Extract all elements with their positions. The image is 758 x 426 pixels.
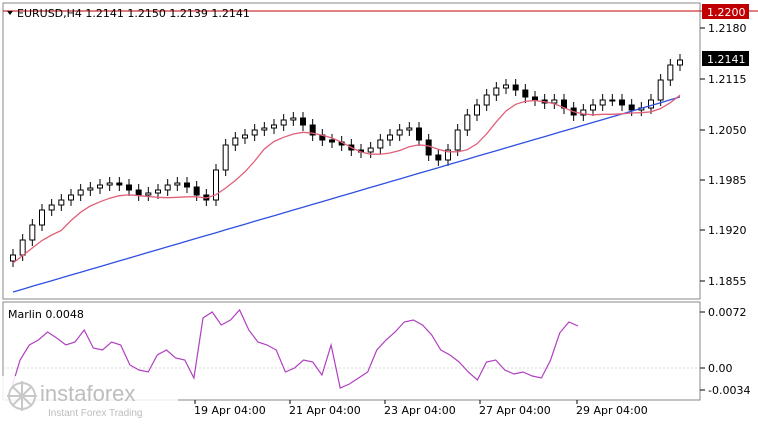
candle-body (416, 127, 422, 141)
candlestick-series (10, 54, 683, 267)
slow-moving-average-line (12, 96, 681, 293)
candle-body (29, 224, 36, 241)
time-tick-label: 23 Apr 04:00 (384, 404, 456, 417)
candle-body (193, 186, 200, 196)
candle-body (532, 96, 538, 101)
candle-body (251, 129, 258, 136)
time-tick-label: 21 Apr 04:00 (289, 404, 361, 417)
indicator-tick-label: -0.0034 (708, 384, 750, 397)
candle-body (628, 104, 635, 111)
candle-body (396, 129, 403, 136)
candle-body (58, 199, 65, 206)
watermark-tagline: Instant Forex Trading (48, 408, 143, 419)
marlin-indicator-line (10, 308, 579, 391)
candle-body (483, 94, 490, 106)
time-tick-label: 27 Apr 04:00 (479, 404, 551, 417)
candle-body (222, 144, 229, 171)
candle-body (48, 204, 55, 211)
candle-body (19, 239, 26, 256)
candle-body (580, 109, 587, 116)
candle-body (522, 89, 529, 98)
candle-body (242, 134, 248, 139)
candle-body (474, 104, 480, 116)
price-tick-label: 1.2115 (708, 73, 747, 86)
candle-body (261, 127, 268, 131)
instaforex-watermark: instaforex Instant Forex Trading (2, 376, 178, 420)
candle-body (164, 184, 171, 191)
instaforex-logo-icon (7, 381, 37, 411)
price-axis[interactable]: 1.2180 1.2115 1.2050 1.1985 1.1920 1.185… (700, 22, 747, 288)
candle-body (135, 189, 142, 196)
price-tick-label: 1.2050 (708, 124, 747, 137)
candle-body (280, 119, 287, 126)
candle-body (619, 99, 625, 106)
candle-body (68, 194, 74, 201)
current-price-label: 1.2141 (707, 53, 746, 66)
candle-body (406, 127, 413, 131)
current-price-box (702, 51, 749, 66)
candle-body (174, 182, 181, 186)
candle-body (126, 184, 132, 191)
candle-body (377, 139, 384, 149)
candle-body (232, 137, 239, 146)
candle-body (503, 84, 509, 89)
price-tick-label: 1.1855 (708, 275, 747, 288)
chart-header: EURUSD,H4 1.2141 1.2150 1.2139 1.2141 (17, 7, 250, 20)
candle-body (667, 64, 674, 81)
candle-body (39, 209, 45, 226)
candle-body (329, 139, 335, 143)
candle-body (10, 254, 16, 262)
time-tick-label: 29 Apr 04:00 (576, 404, 648, 417)
candle-body (387, 134, 393, 141)
candle-body (97, 184, 103, 189)
candle-body (213, 169, 219, 201)
candle-body (145, 192, 152, 196)
price-tick-label: 1.1920 (708, 224, 747, 237)
candle-body (454, 129, 461, 151)
candle-body (648, 99, 654, 109)
candle-body (677, 59, 683, 66)
candle-body (512, 84, 519, 91)
fast-moving-average-line (12, 94, 681, 264)
candle-body (367, 147, 374, 153)
price-tick-label: 1.2180 (708, 22, 747, 35)
candle-body (425, 139, 432, 156)
candle-body (435, 154, 442, 161)
candle-body (493, 87, 500, 96)
indicator-axis[interactable]: 0.0072 0.00 -0.0034 (700, 306, 750, 397)
resistance-price-label: 1.2200 (707, 6, 746, 19)
indicator-title: Marlin 0.0048 (8, 308, 84, 321)
collapse-triangle-icon[interactable] (7, 11, 13, 15)
candle-body (551, 99, 558, 104)
candle-body (106, 182, 113, 186)
candle-body (87, 187, 94, 191)
candle-body (657, 79, 664, 101)
candle-body (609, 99, 616, 102)
candle-body (184, 182, 190, 188)
candle-body (590, 104, 596, 111)
time-axis[interactable]: 19 Apr 04:00 21 Apr 04:00 23 Apr 04:00 2… (194, 400, 648, 417)
candle-body (155, 189, 161, 194)
candle-body (300, 117, 306, 126)
candle-body (464, 114, 471, 131)
candle-body (599, 99, 606, 106)
candle-body (290, 117, 297, 121)
resistance-price-box (702, 4, 749, 19)
watermark-brand: instaforex (40, 381, 135, 406)
candle-body (271, 124, 277, 129)
candle-body (77, 189, 84, 196)
price-tick-label: 1.1985 (708, 174, 747, 187)
candle-body (116, 182, 123, 186)
candle-body (309, 124, 316, 136)
indicator-tick-label: 0.0072 (708, 306, 747, 319)
time-tick-label: 19 Apr 04:00 (194, 404, 266, 417)
indicator-tick-label: 0.00 (708, 362, 733, 375)
candle-body (445, 149, 451, 161)
